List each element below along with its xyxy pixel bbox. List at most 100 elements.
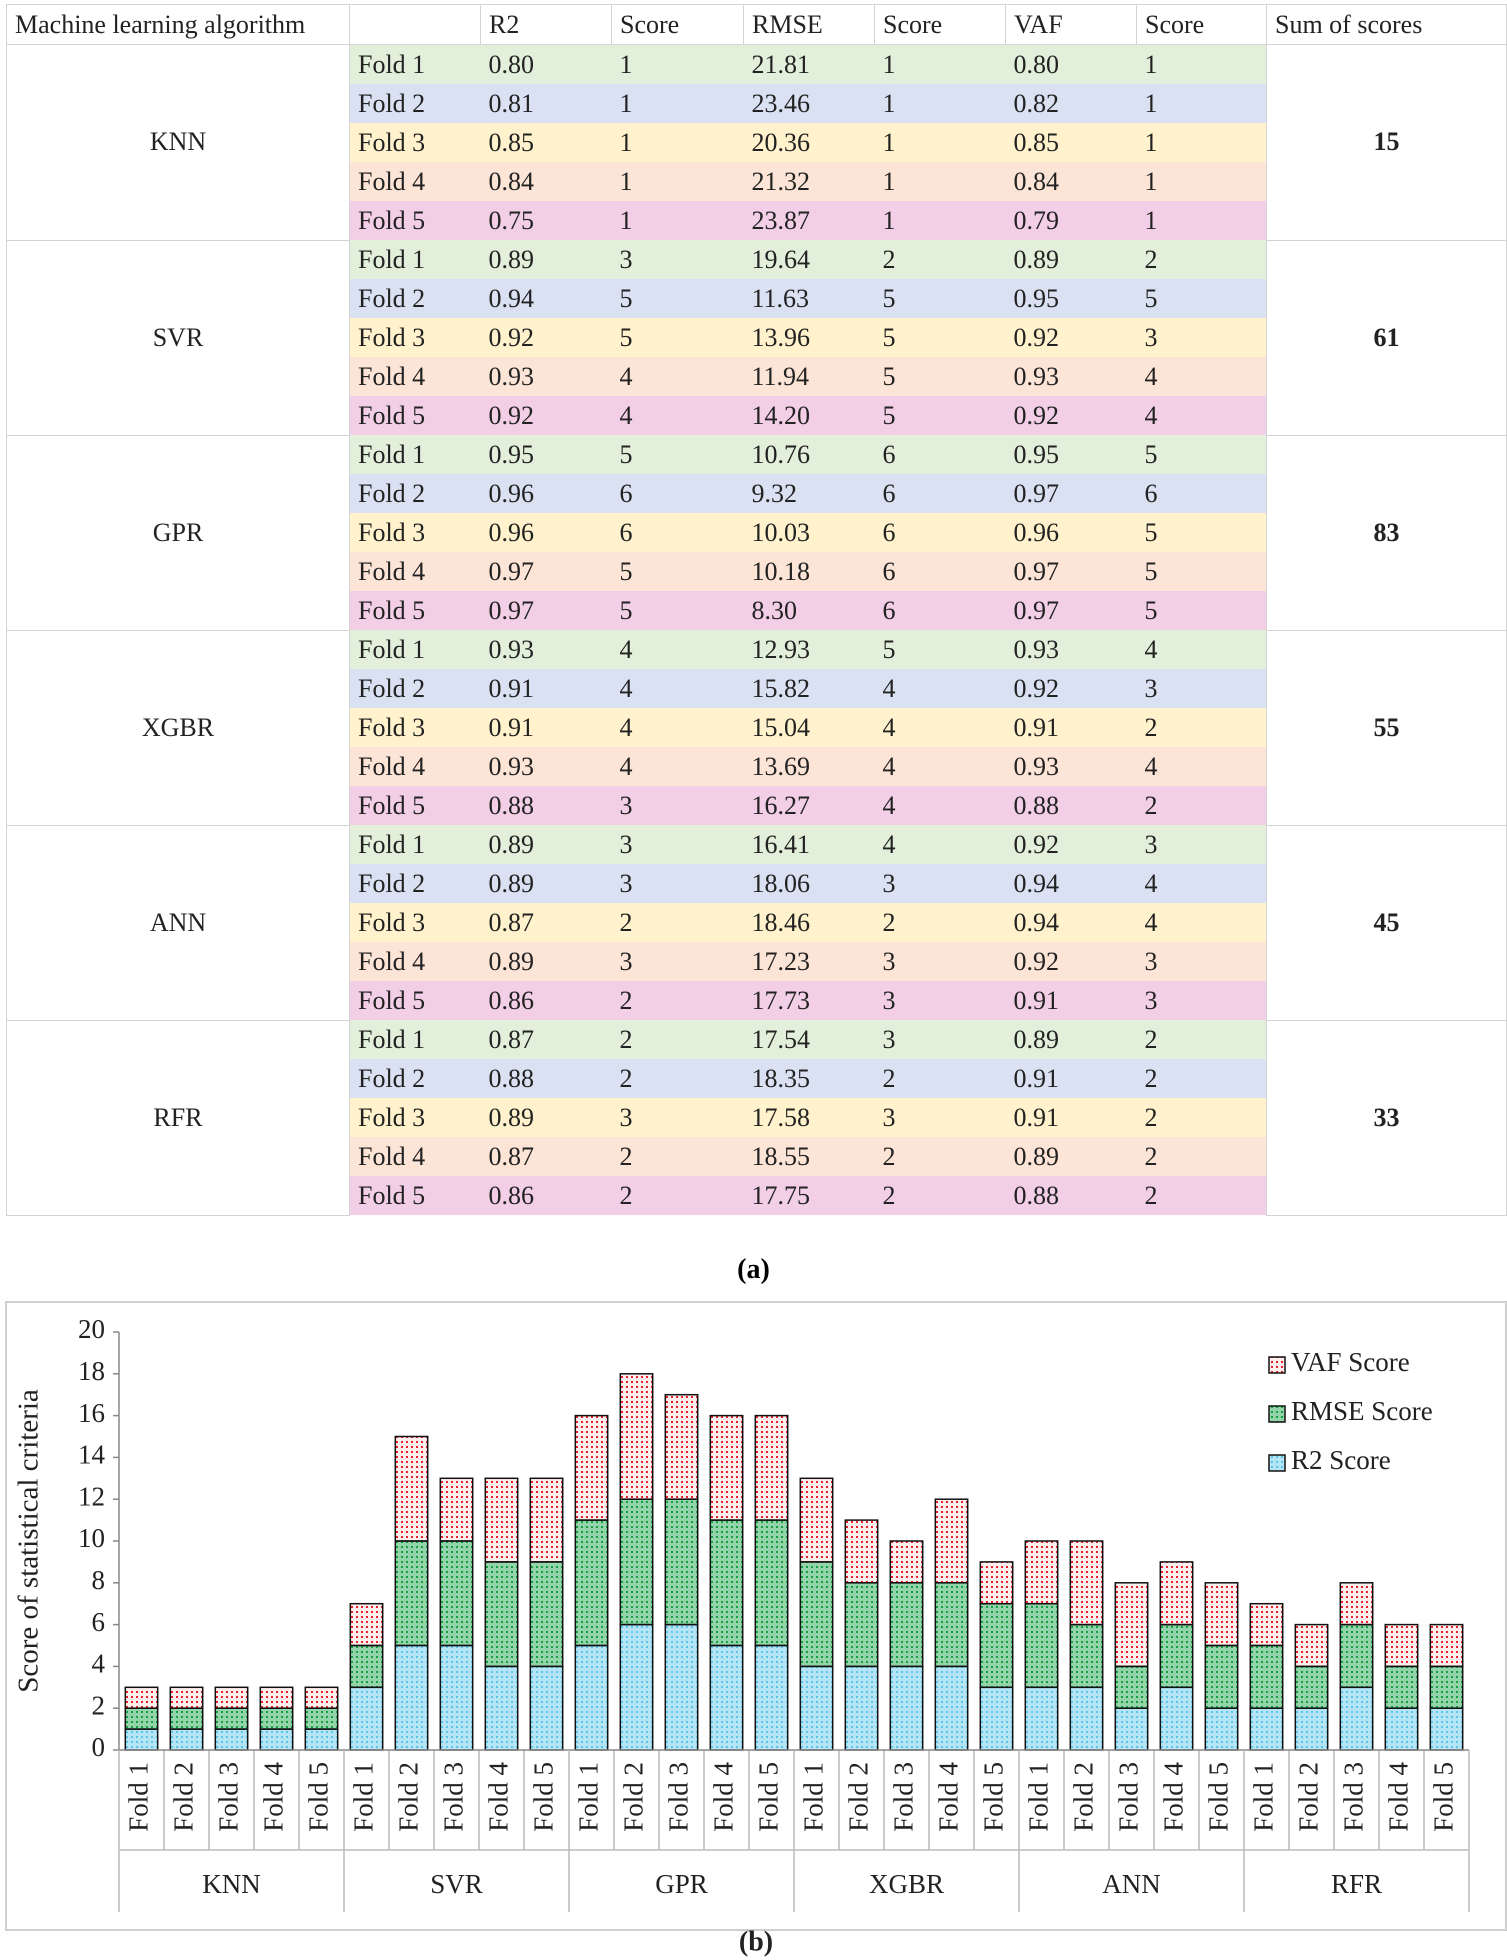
table-cell: 2 [874,1176,1006,1215]
table-cell: 8.30 [743,591,875,630]
table-cell: 1 [611,123,744,162]
table-cell: 0.88 [480,1059,612,1098]
sum-of-scores: 83 [1266,434,1507,631]
bar-segment [169,1707,204,1730]
bar-segment [259,1707,294,1730]
bar-segment [1384,1665,1419,1709]
sum-of-scores: 55 [1266,629,1507,826]
table-cell: 3 [611,786,744,825]
x-tick-label: Fold 3 [214,1762,244,1832]
table-cell: 5 [611,279,744,318]
bar-segment [439,1477,474,1542]
x-tick-label: Fold 2 [169,1762,199,1832]
bar-segment [664,1498,699,1626]
table-row: Fold 3 0.85 1 20.36 1 0.85 1 [7,123,1507,162]
table-row: Fold 3 0.96 6 10.03 6 0.96 5 [7,513,1507,552]
bar-segment [304,1707,339,1730]
table-cell: 1 [611,201,744,240]
table-row: Fold 4 0.87 2 18.55 2 0.89 2 [7,1137,1507,1176]
table-cell: 0.95 [1005,435,1137,474]
y-tick-label: 10 [78,1523,105,1553]
header-cell: Machine learning algorithm [6,4,350,45]
y-tick-label: 16 [78,1398,105,1428]
table-cell: 4 [611,669,744,708]
table-cell: 1 [1136,201,1267,240]
table-cell: 3 [874,942,1006,981]
table-cell: 0.95 [1005,279,1137,318]
algorithm-name: RFR [6,1019,350,1216]
table-row: Fold 2 0.81 1 23.46 1 0.82 1 [7,84,1507,123]
table-cell: 1 [874,201,1006,240]
table-cell: 17.73 [743,981,875,1020]
table-cell: 16.41 [743,825,875,864]
bar-segment [619,1373,654,1500]
table-cell: 0.94 [1005,864,1137,903]
table-cell: 0.94 [480,279,612,318]
table-cell: 0.80 [480,44,612,84]
table-cell: 5 [1136,279,1267,318]
table-cell: 0.91 [1005,708,1137,747]
table-cell: 17.23 [743,942,875,981]
table-cell: 15.04 [743,708,875,747]
bar-segment [979,1602,1014,1689]
bar-segment [979,1561,1014,1605]
table-cell: 0.89 [480,1098,612,1137]
caption: (a) [737,1254,770,1285]
y-tick-label: 20 [78,1314,105,1344]
table-cell: 4 [1136,357,1267,396]
bar-segment [934,1498,969,1584]
table-cell: 0.85 [1005,123,1137,162]
bar-segment [1339,1582,1374,1626]
table-cell: 19.64 [743,240,875,279]
x-tick-label: Fold 2 [844,1762,874,1832]
y-tick-label: 6 [92,1607,106,1637]
table-row: Fold 5 0.92 4 14.20 5 0.92 4 [7,396,1507,435]
bar-segment [1114,1665,1149,1709]
table-cell: 10.18 [743,552,875,591]
table-cell: 20.36 [743,123,875,162]
table-row: ANN Fold 1 0.89 3 16.41 4 0.92 3 45 [6,824,1507,1021]
table-row: RFR Fold 1 0.87 2 17.54 3 0.89 2 33 [6,1019,1507,1216]
table-row: Fold 4 0.89 3 17.23 3 0.92 3 [7,942,1507,981]
table-cell: 11.63 [743,279,875,318]
table-row: Fold 3 0.87 2 18.46 2 0.94 4 [7,903,1507,942]
table-cell: 2 [1136,1020,1267,1059]
table-cell: 0.87 [480,1020,612,1059]
table-cell: 4 [874,669,1006,708]
bar-segment [124,1728,159,1751]
header-cell: Sum of scores [1266,4,1507,45]
table-cell: 1 [874,44,1006,84]
table-cell: 6 [874,435,1006,474]
table-cell: 10.03 [743,513,875,552]
bar-segment [169,1686,204,1709]
table-cell: 21.32 [743,162,875,201]
legend-swatch [1268,1454,1286,1472]
bar-segment [259,1728,294,1751]
table-row: Fold 5 0.97 5 8.30 6 0.97 5 [7,591,1507,630]
table-cell: 1 [1136,162,1267,201]
bar-segment [1249,1707,1284,1751]
table-cell: 0.89 [480,825,612,864]
table-cell: 5 [874,357,1006,396]
group-label: GPR [655,1869,708,1899]
table-cell: Fold 5 [349,786,481,825]
header-cell: VAF [1005,4,1137,45]
table-cell: 0.75 [480,201,612,240]
table-cell: 2 [1136,1137,1267,1176]
bar-segment [844,1582,879,1668]
group-label: XGBR [869,1869,944,1899]
table-cell: 0.93 [480,630,612,669]
table-cell: 0.92 [1005,669,1137,708]
table-cell: 0.89 [1005,1137,1137,1176]
x-tick-label: Fold 3 [664,1762,694,1832]
bar-segment [1114,1707,1149,1751]
table-cell: 0.82 [1005,84,1137,123]
bar-segment [124,1707,159,1730]
table-cell: 1 [874,162,1006,201]
x-tick-label: Fold 5 [754,1762,784,1832]
table-cell: 21.81 [743,44,875,84]
bar-segment [394,1644,429,1751]
header-cell: Score [1136,4,1267,45]
bar-segment [1159,1623,1194,1689]
